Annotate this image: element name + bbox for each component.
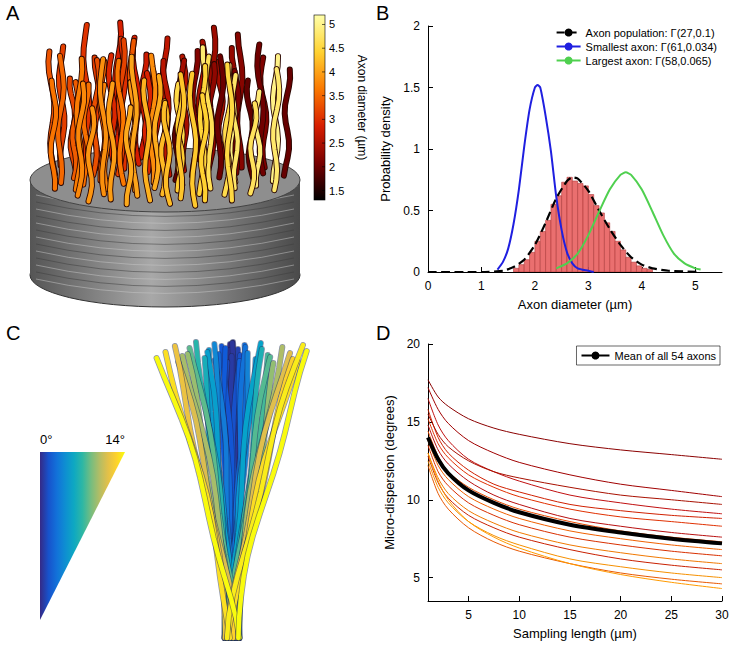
svg-text:2: 2 xyxy=(413,19,420,33)
svg-text:Largest axon: Γ(58,0.065): Largest axon: Γ(58,0.065) xyxy=(586,55,712,67)
html-text:A: A xyxy=(6,2,20,24)
svg-text:Probability density: Probability density xyxy=(378,96,393,202)
svg-text:Axon diameter (µm): Axon diameter (µm) xyxy=(518,297,632,312)
svg-text:3: 3 xyxy=(329,113,335,125)
svg-text:15: 15 xyxy=(407,415,421,429)
svg-text:0.5: 0.5 xyxy=(403,204,420,218)
svg-text:15: 15 xyxy=(563,608,577,622)
html-text:D: D xyxy=(376,322,391,344)
svg-text:25: 25 xyxy=(665,608,679,622)
svg-text:1.5: 1.5 xyxy=(329,185,344,197)
svg-text:20: 20 xyxy=(407,337,421,351)
svg-text:1: 1 xyxy=(413,142,420,156)
svg-text:Axon population: Γ(27,0.1): Axon population: Γ(27,0.1) xyxy=(586,27,715,39)
svg-text:5: 5 xyxy=(329,18,335,30)
svg-text:3.5: 3.5 xyxy=(329,90,344,102)
svg-text:Axon diameter (µm): Axon diameter (µm) xyxy=(355,55,369,161)
svg-text:10: 10 xyxy=(513,608,527,622)
svg-text:1.5: 1.5 xyxy=(403,81,420,95)
svg-text:0: 0 xyxy=(413,265,420,279)
svg-text:4.5: 4.5 xyxy=(329,42,344,54)
svg-text:0°: 0° xyxy=(40,432,52,447)
svg-text:5: 5 xyxy=(413,571,420,585)
svg-text:2.5: 2.5 xyxy=(329,137,344,149)
svg-text:30: 30 xyxy=(715,608,729,622)
svg-text:20: 20 xyxy=(614,608,628,622)
html-text:B: B xyxy=(376,2,390,24)
svg-text:5: 5 xyxy=(465,608,472,622)
svg-text:5: 5 xyxy=(692,279,699,293)
svg-text:2: 2 xyxy=(532,279,539,293)
svg-text:Smallest axon: Γ(61,0.034): Smallest axon: Γ(61,0.034) xyxy=(586,41,717,53)
html-text:C: C xyxy=(6,322,21,344)
svg-text:Sampling length (µm): Sampling length (µm) xyxy=(513,626,637,641)
svg-text:3: 3 xyxy=(585,279,592,293)
svg-text:10: 10 xyxy=(407,493,421,507)
svg-text:Mean of all 54 axons: Mean of all 54 axons xyxy=(614,350,716,362)
svg-text:1: 1 xyxy=(478,279,485,293)
svg-text:Micro-dispersion (degrees): Micro-dispersion (degrees) xyxy=(382,395,397,550)
svg-text:4: 4 xyxy=(638,279,645,293)
svg-text:4: 4 xyxy=(329,66,335,78)
svg-text:2: 2 xyxy=(329,161,335,173)
svg-text:0: 0 xyxy=(425,279,432,293)
svg-text:14°: 14° xyxy=(105,432,125,447)
